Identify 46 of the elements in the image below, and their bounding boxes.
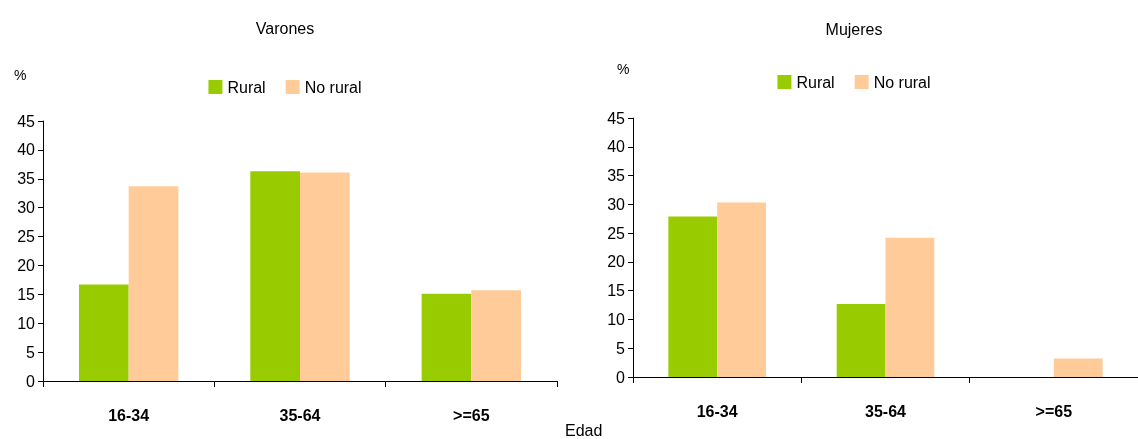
x-tick-label: 16-34 <box>696 402 738 420</box>
legend-label: No rural <box>304 78 362 96</box>
y-tick-label: 35 <box>17 170 36 188</box>
bar <box>1053 358 1103 377</box>
chart-title: Mujeres <box>825 20 883 38</box>
y-tick-label: 10 <box>17 314 36 332</box>
x-tick-label: 16-34 <box>108 406 150 424</box>
legend-label: No rural <box>873 73 931 91</box>
bar <box>471 290 522 381</box>
x-tick-label: 35-64 <box>279 406 321 424</box>
y-tick-label: 30 <box>607 195 626 213</box>
chart-title: Varones <box>255 19 315 37</box>
legend-label: Rural <box>227 78 266 96</box>
x-tick-label: 35-64 <box>865 402 907 420</box>
bar <box>885 237 935 377</box>
y-tick-label: 0 <box>26 372 36 390</box>
legend-label: Rural <box>796 73 835 91</box>
y-tick-label: 15 <box>17 285 36 303</box>
y-tick-label: 35 <box>607 167 626 185</box>
y-tick-label: 40 <box>17 141 36 159</box>
y-tick-label: 20 <box>17 256 36 274</box>
y-axis-title: % <box>617 61 630 77</box>
y-tick-label: 20 <box>607 253 626 271</box>
x-axis-title: Edad <box>565 422 603 439</box>
bar <box>250 171 300 381</box>
y-tick-label: 40 <box>607 138 626 156</box>
y-tick-label: 45 <box>17 112 36 130</box>
y-tick-label: 5 <box>26 343 36 361</box>
y-tick-label: 15 <box>607 282 626 300</box>
x-tick-label: >=65 <box>1035 402 1073 420</box>
y-tick-label: 30 <box>17 199 36 217</box>
bar <box>717 202 766 377</box>
bar <box>421 293 472 381</box>
bar <box>128 186 179 381</box>
y-tick-label: 25 <box>607 224 626 242</box>
bar <box>300 172 350 381</box>
y-tick-label: 45 <box>607 109 626 127</box>
y-tick-label: 25 <box>17 228 36 246</box>
bar <box>836 303 886 377</box>
y-tick-label: 5 <box>616 339 626 357</box>
y-tick-label: 10 <box>607 310 626 328</box>
x-tick-label: >=65 <box>453 406 490 424</box>
y-axis-title: % <box>14 67 27 83</box>
y-tick-label: 0 <box>616 368 626 386</box>
bar <box>78 284 129 381</box>
bar <box>668 216 718 377</box>
